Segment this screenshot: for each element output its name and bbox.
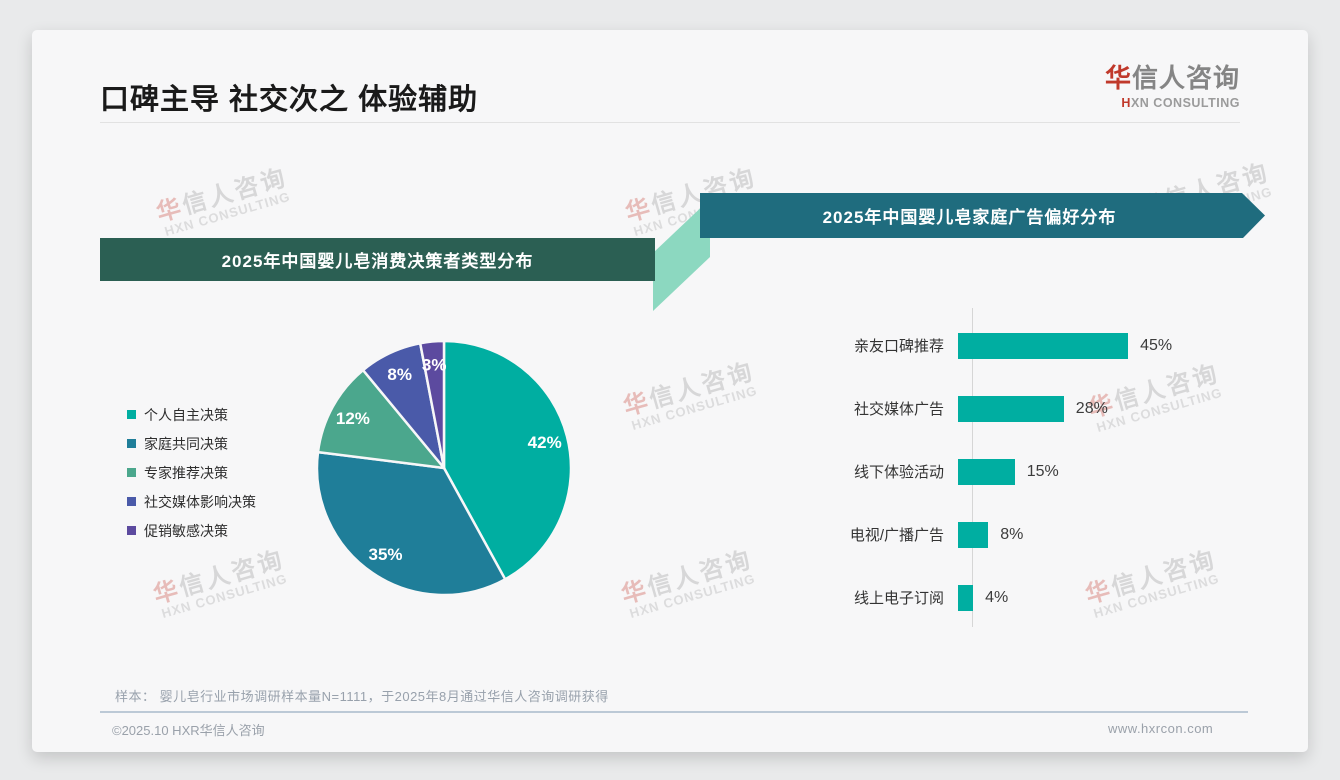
pie-slice-3	[316, 368, 446, 470]
brand-tagline-gray-chars: XN CONSULTING	[1130, 96, 1240, 110]
legend-label: 家庭共同决策	[144, 435, 228, 452]
bar-category-label: 亲友口碑推荐	[853, 338, 944, 355]
brand-tagline-red-char: H	[1121, 96, 1131, 110]
bar-row: 线上电子订阅 4%	[820, 566, 1270, 629]
brand-logo-gray-chars: 信人咨询	[1131, 63, 1240, 93]
brand-logo-chinese: 华信人咨询	[1105, 58, 1240, 95]
legend-marker	[127, 497, 136, 506]
bar-value-label: 45%	[1140, 336, 1173, 354]
footer-copyright: ©2025.10 HXR华信人咨询	[112, 723, 265, 738]
pie-slice-2	[315, 450, 507, 597]
legend-item: 促销敏感决策	[127, 520, 256, 541]
bar-row: 电视/广播广告 8%	[820, 503, 1270, 566]
bar-value-label: 4%	[985, 588, 1009, 606]
title-divider	[100, 122, 1240, 123]
pie-slice-5	[418, 339, 446, 470]
legend-label: 个人自主决策	[144, 406, 228, 423]
bar-category-label: 电视/广播广告	[849, 527, 944, 544]
brand-logo-english: HXN CONSULTING	[1105, 96, 1240, 110]
bar-chart-title: 2025年中国婴儿皂家庭广告偏好分布	[822, 208, 1117, 227]
pie-slice-value-label: 42%	[528, 433, 562, 452]
watermark-english: HXN CONSULTING	[159, 570, 289, 622]
footer-divider	[100, 711, 1248, 713]
legend-label: 专家推荐决策	[144, 464, 228, 481]
sample-note: 样本： 婴儿皂行业市场调研样本量N=1111，于2025年8月通过华信人咨询调研…	[115, 689, 609, 704]
legend-item: 社交媒体影响决策	[127, 491, 256, 512]
bar-category-label: 线下体验活动	[853, 464, 944, 481]
legend-marker	[127, 468, 136, 477]
bar-fill	[958, 395, 1064, 422]
pie-chart: 42% 35% 12% 8% 3%	[315, 339, 573, 597]
bar-fill	[958, 521, 989, 548]
watermark-chinese: 华信人咨询	[153, 164, 291, 228]
bar-chart: 亲友口碑推荐 45% 社交媒体广告 28% 线下体验活动 15% 电视/广播广告 8% 线上电子…	[820, 314, 1270, 629]
pie-legend: 个人自主决策 家庭共同决策 专家推荐决策社交媒体影响决策 促销敏感决策	[127, 404, 256, 541]
legend-label: 社交媒体影响决策	[144, 493, 256, 510]
watermark-english: HXN CONSULTING	[162, 188, 292, 240]
brand-logo: 华信人咨询 HXN CONSULTING	[1105, 58, 1240, 110]
watermark-english: HXN CONSULTING	[629, 382, 759, 434]
bar-category-label: 社交媒体广告	[853, 401, 944, 418]
pie-chart-title: 2025年中国婴儿皂消费决策者类型分布	[221, 252, 534, 271]
legend-item: 专家推荐决策	[127, 462, 256, 483]
page-title: 口碑主导 社交次之 体验辅助	[100, 84, 479, 116]
legend-item: 家庭共同决策	[127, 433, 256, 454]
pie-slice-value-label: 35%	[368, 545, 402, 564]
pie-slice-value-label: 8%	[387, 365, 412, 384]
bar-fill	[958, 458, 1015, 485]
bar-fill	[958, 332, 1129, 359]
watermark-chinese: 华信人咨询	[620, 358, 758, 422]
legend-item: 个人自主决策	[127, 404, 256, 425]
bar-value-label: 28%	[1075, 399, 1108, 417]
legend-marker	[127, 439, 136, 448]
bar-fill	[958, 584, 974, 611]
legend-marker	[127, 410, 136, 419]
bar-row: 亲友口碑推荐 45%	[820, 314, 1270, 377]
watermark-english: HXN CONSULTING	[627, 570, 757, 622]
bar-value-label: 8%	[1000, 525, 1024, 543]
watermark-chinese: 华信人咨询	[618, 546, 756, 610]
bar-row: 线下体验活动 15%	[820, 440, 1270, 503]
legend-marker	[127, 526, 136, 535]
pie-chart-title-banner: 2025年中国婴儿皂消费决策者类型分布	[100, 238, 655, 281]
legend-label: 促销敏感决策	[144, 522, 228, 539]
brand-logo-red-char: 华	[1104, 63, 1132, 93]
bar-category-label: 线上电子订阅	[853, 590, 944, 607]
pie-slice-1	[442, 339, 573, 581]
watermark-chinese: 华信人咨询	[150, 546, 288, 610]
bar-chart-title-banner: 2025年中国婴儿皂家庭广告偏好分布	[700, 193, 1265, 238]
bar-value-label: 15%	[1026, 462, 1059, 480]
bar-row: 社交媒体广告 28%	[820, 377, 1270, 440]
footer-website: www.hxrcon.com	[1108, 721, 1214, 736]
pie-slice-value-label: 12%	[336, 409, 370, 428]
pie-slice-value-label: 3%	[422, 356, 447, 375]
